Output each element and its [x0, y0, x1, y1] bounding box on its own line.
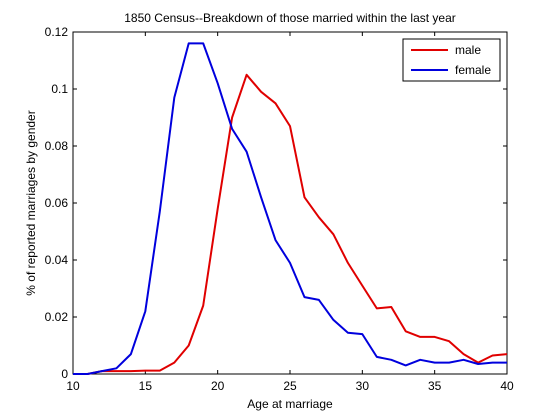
y-tick-label: 0.12: [45, 25, 69, 39]
series-line-female: [73, 42, 507, 375]
series-line-male: [73, 73, 508, 375]
x-axis-title: Age at marriage: [247, 397, 333, 411]
x-tick-label: 15: [139, 379, 153, 393]
y-tick-label: 0: [61, 367, 68, 381]
x-tick-label: 30: [356, 379, 370, 393]
y-tick-label: 0.02: [45, 310, 69, 324]
x-tick-label: 10: [66, 379, 80, 393]
plot-area: 10 15 20 25 30 35 40 0 0.02 0.04 0.06 0.08 0.1 0.12 ma…: [45, 25, 514, 393]
x-tick-label: 20: [211, 379, 225, 393]
legend-label-male: male: [455, 43, 481, 57]
x-tick-label: 25: [283, 379, 297, 393]
axes-box: [72, 31, 508, 375]
y-tick-label: 0.04: [45, 253, 69, 267]
y-tick-label: 0.1: [51, 82, 68, 96]
x-tick-label: 35: [428, 379, 442, 393]
y-tick-label: 0.08: [45, 139, 69, 153]
legend-box: [402, 38, 501, 82]
y-tick-label: 0.06: [45, 196, 69, 210]
x-tick-label: 40: [500, 379, 514, 393]
chart-title: 1850 Census--Breakdown of those married …: [124, 11, 456, 25]
legend-label-female: female: [455, 63, 491, 77]
y-axis-title: % of reported marriages by gender: [24, 110, 38, 295]
